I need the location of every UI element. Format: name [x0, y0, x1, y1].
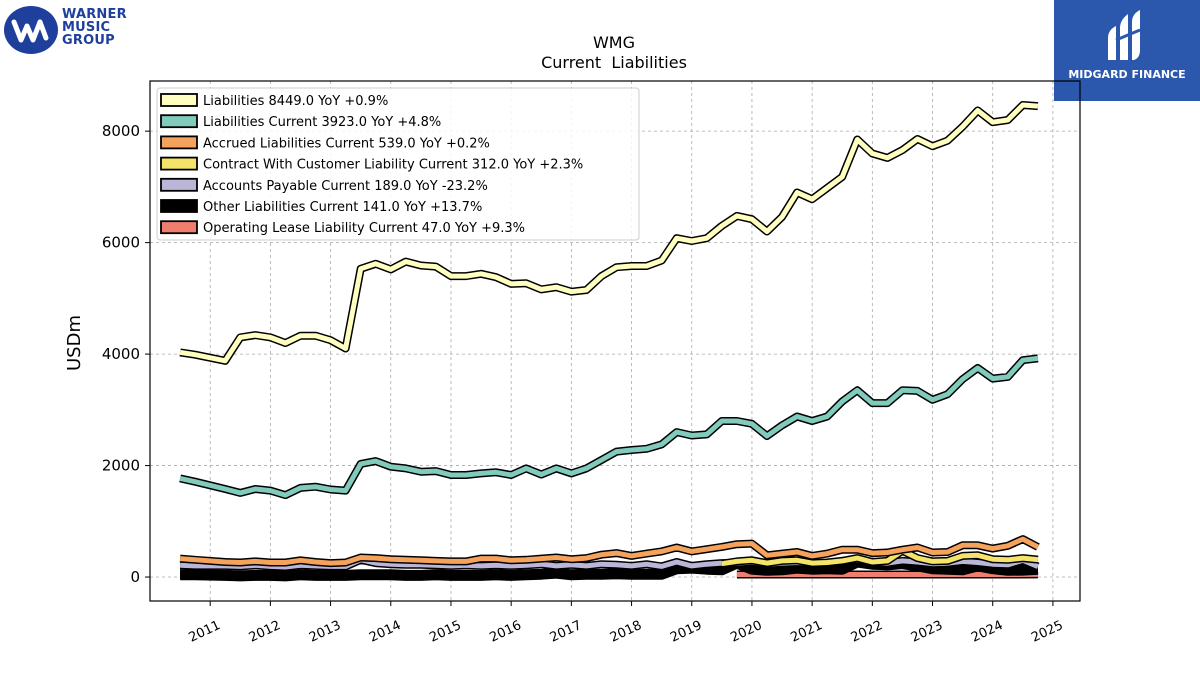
- x-tick-label: 2014: [367, 618, 403, 646]
- midgard-logo-text: MIDGARD FINANCE: [1068, 68, 1186, 81]
- series-liabilities-current: [179, 354, 1039, 500]
- wmg-logo-line: MUSIC: [62, 20, 111, 35]
- legend-item: Operating Lease Liability Current 47.0 Y…: [160, 220, 525, 236]
- x-tick-label: 2020: [728, 618, 764, 646]
- x-tick-label: 2016: [488, 618, 524, 646]
- wmg-logo-line: WARNER: [62, 7, 127, 22]
- legend-swatch: [160, 199, 198, 213]
- legend-box: [156, 87, 640, 241]
- x-tick-label: 2017: [548, 618, 584, 646]
- legend-label: Liabilities Current 3923.0 YoY +4.8%: [203, 115, 441, 130]
- legend-swatch: [160, 93, 198, 107]
- legend-label: Accrued Liabilities Current 539.0 YoY +0…: [203, 136, 490, 151]
- legend-label: Operating Lease Liability Current 47.0 Y…: [203, 221, 525, 236]
- plot-frame: [149, 80, 1081, 602]
- legend-item: Contract With Customer Liability Current…: [160, 156, 583, 173]
- midgard-mark-icon: [1108, 10, 1141, 60]
- wmg-logo-text: WARNER MUSIC GROUP: [62, 8, 127, 47]
- x-tick-label: 2015: [427, 618, 463, 646]
- series-contract-with-customer-liability-current: [721, 546, 1039, 568]
- warner-music-group-logo: WARNER MUSIC GROUP: [4, 4, 144, 56]
- wmg-w-icon: [11, 19, 49, 43]
- x-tick-label: 2013: [307, 618, 343, 646]
- y-tick-label: 6000: [102, 234, 140, 252]
- chart-title: WMG: [593, 33, 635, 52]
- x-tick-label: 2011: [187, 618, 223, 646]
- legend-label: Contract With Customer Liability Current…: [203, 158, 583, 173]
- x-tick-label: 2018: [608, 618, 644, 646]
- legend-label: Liabilities 8449.0 YoY +0.9%: [203, 94, 388, 109]
- y-tick-label: 4000: [102, 345, 140, 363]
- series-line: [179, 102, 1039, 364]
- legend-label: Accounts Payable Current 189.0 YoY -23.2…: [203, 179, 488, 194]
- series-lines: [179, 101, 1040, 582]
- wmg-logo-mark: [4, 6, 58, 54]
- y-tick-label: 0: [130, 568, 140, 586]
- wmg-logo-line: GROUP: [62, 33, 115, 48]
- x-tick-label: 2024: [969, 618, 1005, 646]
- series-line: [179, 536, 1040, 566]
- y-tick-label: 8000: [102, 122, 140, 140]
- legend-item: Accrued Liabilities Current 539.0 YoY +0…: [160, 135, 490, 151]
- legend-item: Liabilities Current 3923.0 YoY +4.8%: [160, 114, 441, 130]
- x-tick-label: 2019: [668, 618, 704, 646]
- series-outline: [179, 354, 1039, 500]
- legend-swatch: [160, 177, 198, 192]
- x-tick-label: 2021: [788, 618, 824, 646]
- y-axis-label: USDm: [64, 315, 85, 371]
- legend-swatch: [160, 135, 198, 150]
- x-tick-label: 2022: [849, 618, 885, 646]
- series-line: [179, 355, 1039, 498]
- series-accrued-liabilities-current: [179, 535, 1040, 568]
- x-tick-label: 2025: [1029, 618, 1065, 646]
- legend-label: Other Liabilities Current 141.0 YoY +13.…: [203, 200, 482, 215]
- x-axis-ticks: 2011 2012 2013 2014 2015 2016 2017 2018 2019 2020…: [187, 601, 1066, 646]
- chart-subtitle: Current Liabilities: [541, 53, 687, 72]
- series-line: [721, 548, 1039, 567]
- legend: Liabilities 8449.0 YoY +0.9% Liabilities …: [156, 87, 640, 241]
- series-liabilities: [179, 101, 1039, 365]
- x-tick-label: 2023: [909, 618, 945, 646]
- legend-item: Accounts Payable Current 189.0 YoY -23.2…: [160, 177, 488, 194]
- legend-swatch: [160, 156, 198, 171]
- legend-item: Other Liabilities Current 141.0 YoY +13.…: [160, 199, 482, 215]
- midgard-finance-logo: MIDGARD FINANCE: [1054, 0, 1200, 101]
- y-tick-label: 2000: [102, 457, 140, 475]
- legend-swatch: [160, 220, 198, 235]
- y-axis-ticks: 0 2000 4000 6000 8000: [102, 122, 150, 586]
- legend-swatch: [160, 114, 198, 129]
- legend-item: Liabilities 8449.0 YoY +0.9%: [160, 93, 388, 109]
- grid-lines: [150, 81, 1080, 601]
- x-tick-label: 2012: [247, 618, 283, 646]
